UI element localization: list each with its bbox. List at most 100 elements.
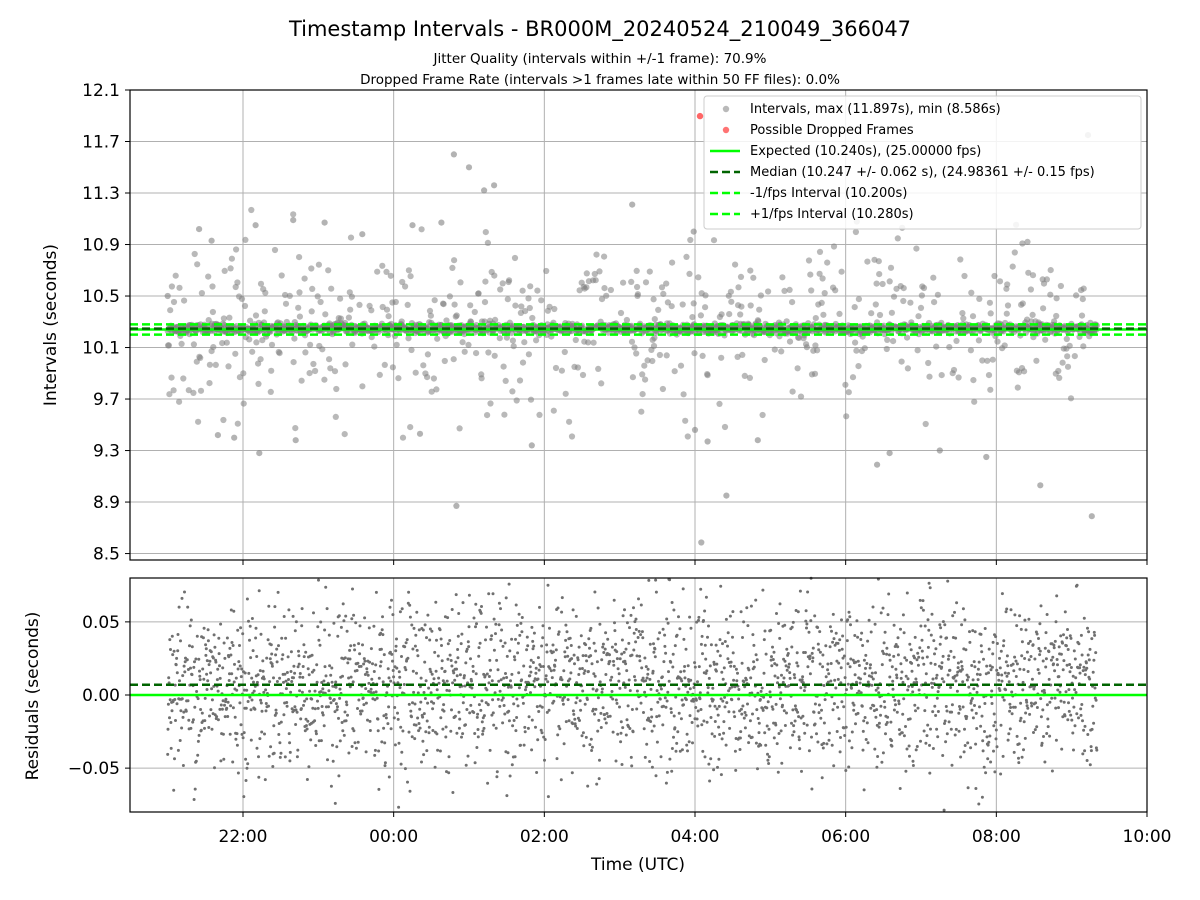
residual-point xyxy=(407,590,411,594)
residual-point xyxy=(425,636,428,640)
residual-point xyxy=(739,707,743,711)
residual-point xyxy=(1055,658,1059,661)
residual-point xyxy=(628,727,632,730)
residual-point xyxy=(1017,761,1021,765)
residual-point xyxy=(1057,675,1061,679)
residual-point xyxy=(497,623,501,627)
residual-point xyxy=(615,701,619,705)
residual-point xyxy=(372,691,376,695)
residual-point xyxy=(1095,748,1099,752)
residual-point xyxy=(960,667,964,671)
residual-point xyxy=(735,679,739,683)
residual-point xyxy=(772,736,776,740)
residual-point xyxy=(1038,649,1042,653)
residual-point xyxy=(1015,624,1019,628)
residual-point xyxy=(897,702,901,706)
residual-point xyxy=(1091,704,1095,708)
residual-point xyxy=(624,662,628,666)
residual-point xyxy=(255,746,259,750)
interval-point xyxy=(181,297,188,304)
residual-point xyxy=(860,631,864,635)
residual-point xyxy=(312,611,315,615)
residual-point xyxy=(480,699,484,703)
residual-point xyxy=(357,642,361,646)
interval-point xyxy=(551,305,558,313)
interval-point xyxy=(314,293,321,300)
residual-point xyxy=(858,681,862,685)
residual-point xyxy=(191,720,195,724)
interval-point xyxy=(481,187,488,194)
residual-point xyxy=(1026,670,1030,673)
residual-point xyxy=(880,663,884,667)
residual-point xyxy=(921,599,925,603)
residual-point xyxy=(206,639,210,643)
residual-point xyxy=(461,701,465,705)
residual-point xyxy=(435,732,439,736)
residual-point xyxy=(589,654,593,658)
residual-point xyxy=(943,719,947,723)
interval-point xyxy=(704,372,711,379)
residual-point xyxy=(894,703,897,707)
y-tick-label: 0.00 xyxy=(82,686,120,706)
y-tick-label: 0.05 xyxy=(82,613,120,633)
residual-point xyxy=(703,609,707,613)
residual-point xyxy=(399,725,403,729)
residual-point xyxy=(663,644,667,648)
residual-point xyxy=(453,678,457,682)
residual-point xyxy=(661,627,665,631)
residual-point xyxy=(391,659,394,663)
residual-point xyxy=(327,689,331,693)
residual-point xyxy=(210,727,214,731)
residual-point xyxy=(716,713,720,717)
residual-point xyxy=(429,691,433,695)
interval-point xyxy=(482,278,489,285)
residual-point xyxy=(400,750,404,754)
residual-point xyxy=(907,744,911,748)
residual-point xyxy=(533,685,537,689)
interval-point xyxy=(968,289,975,296)
residual-point xyxy=(623,608,626,612)
residual-point xyxy=(999,772,1003,776)
chart-title: Timestamp Intervals - BR000M_20240524_21… xyxy=(288,17,911,42)
interval-point xyxy=(1004,302,1012,309)
residual-point xyxy=(404,641,408,645)
residual-point xyxy=(1065,663,1069,667)
residual-point xyxy=(461,601,465,605)
interval-point xyxy=(1073,292,1080,299)
residual-point xyxy=(257,755,260,759)
residual-point xyxy=(221,699,225,703)
residual-point xyxy=(867,618,871,622)
residual-point xyxy=(501,644,505,648)
residual-point xyxy=(553,664,557,668)
interval-point xyxy=(699,352,706,359)
residual-point xyxy=(317,578,320,582)
residual-point xyxy=(172,649,176,653)
interval-point xyxy=(629,374,637,381)
residual-point xyxy=(229,704,233,708)
interval-point xyxy=(904,365,912,372)
interval-point xyxy=(659,385,667,393)
residual-point xyxy=(246,762,250,766)
residual-point xyxy=(1078,663,1082,667)
interval-point xyxy=(690,300,697,307)
residual-point xyxy=(1061,641,1064,645)
residual-point xyxy=(1079,633,1083,637)
residual-point xyxy=(863,672,867,676)
residual-point xyxy=(687,740,691,744)
residual-point xyxy=(180,596,184,600)
residual-point xyxy=(511,724,515,728)
residual-point xyxy=(644,679,648,683)
interval-point xyxy=(568,433,576,440)
residual-point xyxy=(247,671,251,675)
residual-point xyxy=(595,688,599,692)
residual-point xyxy=(726,631,730,635)
residual-point xyxy=(439,716,443,720)
residual-point xyxy=(446,657,450,661)
interval-point xyxy=(907,299,914,306)
residual-point xyxy=(667,670,670,674)
residual-point xyxy=(492,648,496,652)
interval-point xyxy=(930,274,937,281)
residual-point xyxy=(353,741,357,745)
residual-point xyxy=(984,771,988,775)
interval-point xyxy=(306,370,313,377)
